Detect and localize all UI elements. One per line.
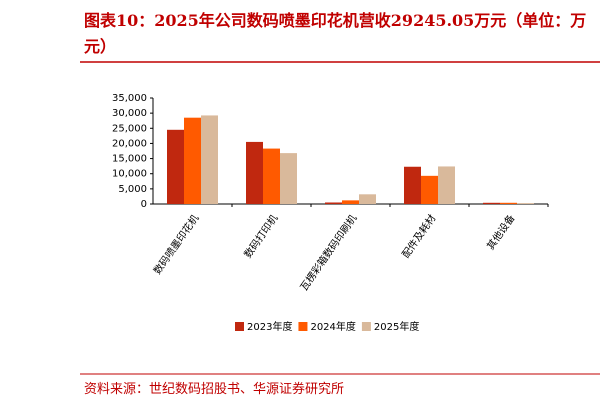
y-tick-label: 10,000 bbox=[112, 169, 147, 180]
bar bbox=[421, 175, 438, 204]
bar bbox=[404, 166, 421, 204]
bar bbox=[263, 148, 280, 204]
bar bbox=[500, 202, 517, 204]
bar bbox=[167, 129, 184, 204]
y-tick-label: 25,000 bbox=[112, 123, 147, 134]
y-tick-label: 15,000 bbox=[112, 154, 147, 165]
x-tick-label: 其他设备 bbox=[484, 212, 518, 252]
legend-swatch bbox=[361, 322, 371, 331]
x-tick-label: 数码打印机 bbox=[241, 212, 280, 260]
bar bbox=[359, 194, 376, 204]
x-tick-label: 瓦楞彩箱数码印刷机 bbox=[297, 212, 359, 293]
legend-label: 2023年度 bbox=[247, 320, 292, 333]
legend-label: 2025年度 bbox=[374, 320, 419, 333]
bar bbox=[280, 153, 297, 204]
y-tick-label: 35,000 bbox=[112, 93, 147, 104]
bar bbox=[483, 202, 500, 204]
bar bbox=[325, 202, 342, 204]
legend-swatch bbox=[298, 322, 308, 331]
y-tick-label: 5,000 bbox=[118, 184, 147, 195]
chart-title: 图表10：2025年公司数码喷墨印花机营收29245.05万元（单位：万元） bbox=[84, 11, 587, 56]
x-tick-label: 配件及耗材 bbox=[399, 212, 438, 260]
bar bbox=[184, 117, 201, 204]
y-tick-label: 30,000 bbox=[112, 108, 147, 119]
bar bbox=[342, 200, 359, 204]
legend-label: 2024年度 bbox=[310, 320, 355, 333]
legend-swatch bbox=[235, 322, 244, 331]
bar bbox=[438, 166, 455, 204]
y-tick-label: 0 bbox=[141, 199, 147, 210]
bar bbox=[246, 141, 263, 204]
source-note: 资料来源：世纪数码招股书、华源证券研究所 bbox=[84, 382, 345, 397]
y-tick-label: 20,000 bbox=[112, 138, 147, 149]
x-tick-label: 数码喷墨印花机 bbox=[151, 212, 202, 277]
bar bbox=[201, 115, 218, 204]
bar bbox=[517, 203, 534, 204]
